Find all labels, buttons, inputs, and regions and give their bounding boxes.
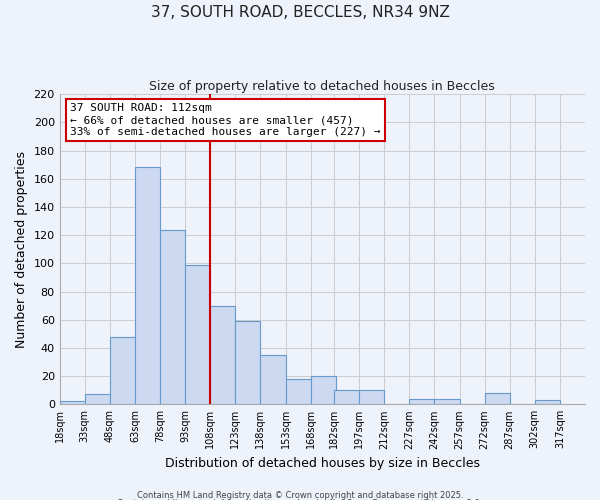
Bar — [210, 306, 235, 404]
Bar — [286, 379, 311, 404]
Bar — [235, 321, 260, 404]
Bar — [185, 264, 210, 404]
Bar — [409, 398, 434, 404]
Text: Contains public sector information licensed under the Open Government Licence v3: Contains public sector information licen… — [118, 499, 482, 500]
Bar — [85, 394, 110, 404]
Bar — [334, 390, 359, 404]
Bar — [135, 168, 160, 404]
Bar — [434, 398, 460, 404]
Bar — [110, 336, 135, 404]
Y-axis label: Number of detached properties: Number of detached properties — [15, 150, 28, 348]
Text: 37 SOUTH ROAD: 112sqm
← 66% of detached houses are smaller (457)
33% of semi-det: 37 SOUTH ROAD: 112sqm ← 66% of detached … — [70, 104, 380, 136]
Bar — [260, 355, 286, 405]
Title: Size of property relative to detached houses in Beccles: Size of property relative to detached ho… — [149, 80, 495, 93]
Bar — [359, 390, 384, 404]
Bar — [160, 230, 185, 404]
Bar — [485, 393, 510, 404]
Bar — [311, 376, 336, 404]
Text: 37, SOUTH ROAD, BECCLES, NR34 9NZ: 37, SOUTH ROAD, BECCLES, NR34 9NZ — [151, 5, 449, 20]
Bar — [535, 400, 560, 404]
X-axis label: Distribution of detached houses by size in Beccles: Distribution of detached houses by size … — [165, 457, 480, 470]
Bar — [59, 402, 85, 404]
Text: Contains HM Land Registry data © Crown copyright and database right 2025.: Contains HM Land Registry data © Crown c… — [137, 490, 463, 500]
